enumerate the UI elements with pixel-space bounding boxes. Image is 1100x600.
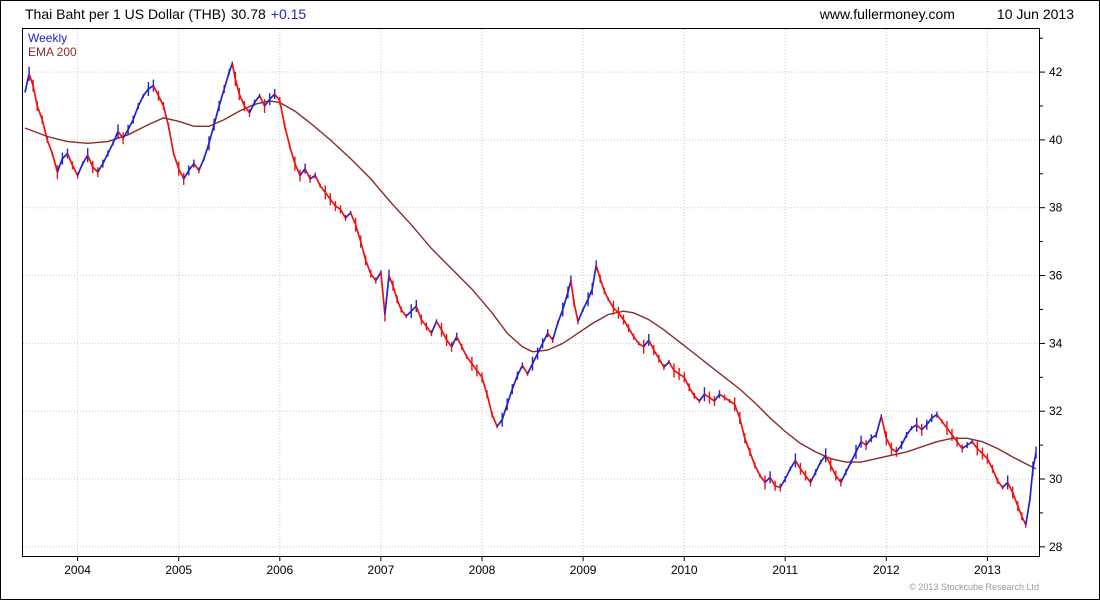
svg-text:2006: 2006 — [266, 563, 293, 577]
chart-header: Thai Baht per 1 US Dollar (THB) 30.78 +0.1… — [1, 1, 1099, 32]
chart-title: Thai Baht per 1 US Dollar (THB) — [25, 6, 226, 22]
svg-text:2007: 2007 — [368, 563, 395, 577]
svg-text:38: 38 — [1049, 201, 1063, 215]
svg-text:2011: 2011 — [772, 563, 798, 577]
title-block: Thai Baht per 1 US Dollar (THB) 30.78 +0.1… — [25, 6, 311, 22]
svg-text:30: 30 — [1049, 472, 1063, 486]
chart-price: 30.78 — [230, 6, 266, 22]
price-chart-canvas: 28 30 32 34 36 38 40 42 2004 2005 2006 2007 2008 2009… — [22, 28, 1063, 577]
svg-text:2004: 2004 — [64, 563, 91, 577]
svg-text:28: 28 — [1049, 540, 1063, 554]
chart-legend: Weekly EMA 200 — [28, 31, 77, 59]
chart-date: 10 Jun 2013 — [996, 6, 1074, 22]
svg-text:2012: 2012 — [873, 563, 900, 577]
svg-text:32: 32 — [1049, 404, 1063, 418]
svg-text:34: 34 — [1049, 336, 1063, 350]
header-right: www.fullermoney.com 10 Jun 2013 — [778, 6, 1074, 22]
svg-text:36: 36 — [1049, 269, 1063, 283]
svg-text:2013: 2013 — [974, 563, 1001, 577]
legend-ema-label: EMA 200 — [28, 45, 77, 59]
legend-weekly-label: Weekly — [28, 31, 68, 45]
svg-text:2009: 2009 — [570, 563, 597, 577]
chart-change: +0.15 — [270, 6, 307, 22]
plot-area: 28 30 32 34 36 38 40 42 2004 2005 2006 2007 2008 2009… — [22, 28, 1088, 585]
copyright-notice: © 2013 Stockcube Research Ltd — [909, 582, 1039, 592]
svg-text:2008: 2008 — [469, 563, 496, 577]
svg-text:40: 40 — [1049, 133, 1063, 147]
svg-text:42: 42 — [1049, 65, 1063, 79]
site-link[interactable]: www.fullermoney.com — [819, 6, 955, 22]
svg-text:2005: 2005 — [165, 563, 192, 577]
svg-text:2010: 2010 — [671, 563, 698, 577]
